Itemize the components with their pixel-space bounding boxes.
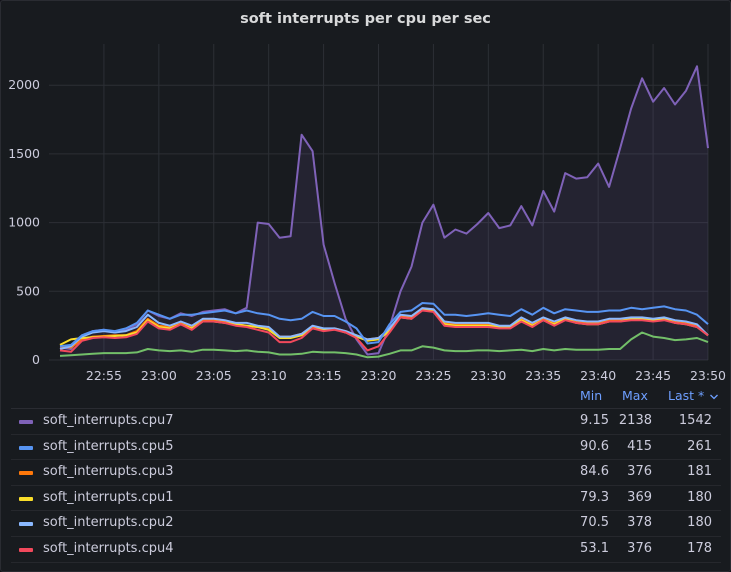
series-max: 376	[627, 464, 652, 480]
series-line	[59, 309, 709, 353]
legend-row[interactable]: soft_interrupts.cpu5 90.6 415 261	[11, 435, 721, 461]
series-last: 178	[687, 540, 712, 556]
x-tick-label: 23:05	[196, 368, 232, 383]
series-name: soft_interrupts.cpu3	[43, 464, 174, 480]
y-tick-label: 1500	[8, 146, 40, 161]
series-last: 181	[687, 464, 712, 480]
x-tick-label: 23:45	[635, 368, 671, 383]
series-min: 9.15	[580, 413, 609, 428]
x-tick-label: 23:25	[415, 368, 451, 383]
series-max: 376	[627, 540, 652, 556]
chevron-down-icon	[710, 394, 719, 399]
series-color-swatch	[19, 471, 33, 476]
y-tick-label: 0	[32, 352, 40, 367]
legend-header-min[interactable]: Min	[580, 388, 603, 403]
series-last: 180	[687, 515, 712, 531]
legend-row[interactable]: soft_interrupts.cpu1 79.3 369 180	[11, 486, 721, 512]
series-max: 378	[627, 515, 652, 531]
x-tick-label: 23:50	[690, 368, 726, 383]
legend-table: Min Max Last * soft_interrupts.cpu7 9.15 2…	[11, 384, 721, 563]
x-tick-label: 23:00	[141, 368, 177, 383]
series-color-swatch	[19, 420, 33, 424]
legend-row[interactable]: soft_interrupts.cpu2 70.5 378 180	[11, 511, 721, 537]
legend-row[interactable]: soft_interrupts.cpu7 9.15 2138 1542	[11, 409, 721, 435]
legend-row[interactable]: soft_interrupts.cpu4 53.1 376 178	[11, 537, 721, 563]
y-tick-label: 500	[16, 283, 40, 298]
legend-header: Min Max Last *	[11, 384, 721, 409]
series-min: 70.5	[580, 515, 609, 531]
series-max: 415	[627, 438, 652, 454]
series-last: 261	[687, 438, 712, 454]
series-name: soft_interrupts.cpu2	[43, 515, 174, 531]
series-min: 90.6	[580, 438, 609, 454]
series-max: 369	[627, 489, 652, 505]
series-last: 180	[687, 489, 712, 505]
series-name: soft_interrupts.cpu1	[43, 489, 174, 505]
panel-title: soft interrupts per cpu per sec	[240, 11, 491, 27]
series-last: 1542	[678, 413, 712, 428]
legend-header-last[interactable]: Last *	[668, 388, 719, 403]
legend-header-last-label: Last *	[668, 388, 705, 403]
y-tick-label: 2000	[8, 77, 40, 92]
series-name: soft_interrupts.cpu4	[43, 540, 174, 556]
x-tick-label: 23:10	[251, 368, 287, 383]
series-color-swatch	[19, 496, 33, 501]
series-name: soft_interrupts.cpu5	[43, 438, 174, 454]
series-line	[59, 331, 709, 359]
x-tick-label: 23:40	[580, 368, 616, 383]
x-tick-label: 23:15	[306, 368, 342, 383]
series-max: 2138	[618, 413, 652, 428]
x-tick-label: 23:20	[360, 368, 396, 383]
legend-header-max[interactable]: Max	[622, 388, 648, 403]
series-color-swatch	[19, 522, 33, 527]
x-tick-label: 23:35	[525, 368, 561, 383]
series-min: 79.3	[580, 489, 609, 505]
series-min: 53.1	[580, 540, 609, 556]
x-tick-label: 23:30	[470, 368, 506, 383]
series-min: 84.6	[580, 464, 609, 480]
legend-row[interactable]: soft_interrupts.cpu3 84.6 376 181	[11, 460, 721, 486]
series-color-swatch	[19, 445, 33, 450]
y-tick-label: 1000	[8, 215, 40, 230]
plot-area: 0 500 1000 1500 2000 22:55 23:00 23:05 23:10 23:1…	[8, 44, 726, 383]
series-color-swatch	[19, 547, 33, 552]
series-name: soft_interrupts.cpu7	[43, 413, 174, 428]
x-tick-label: 22:55	[86, 368, 122, 383]
series-area	[60, 66, 708, 361]
series-line	[59, 302, 709, 348]
